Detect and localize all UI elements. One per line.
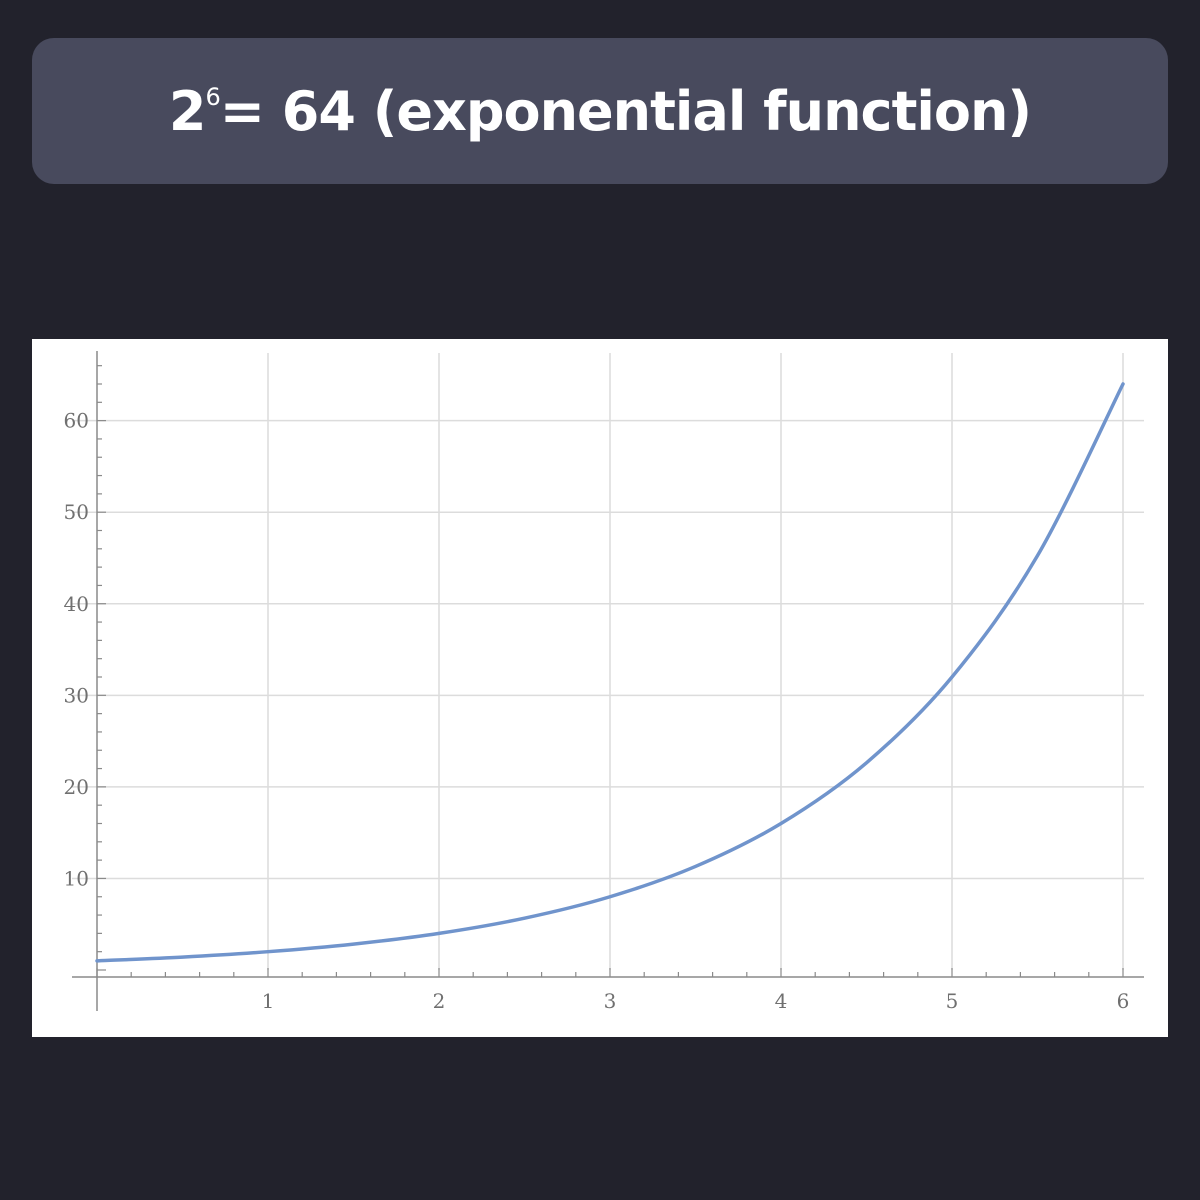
title-exponent: 6 [205,82,220,111]
x-tick-label: 5 [946,989,959,1013]
labels-layer: 1 2 3 4 5 6 10 20 30 40 50 60 [64,409,1130,1013]
chart-svg: 1 2 3 4 5 6 10 20 30 40 50 60 [64,351,1144,1013]
title-base: 2 [168,79,207,143]
series-line [95,382,1125,963]
x-tick-label: 2 [433,989,446,1013]
title-rest: = 64 (exponential function) [219,79,1032,143]
x-tick-label: 6 [1117,989,1130,1013]
y-tick-label: 50 [64,500,89,524]
y-tick-label: 20 [64,775,89,799]
chart-panel: 1 2 3 4 5 6 10 20 30 40 50 60 [32,339,1168,1037]
axes-layer [72,351,1144,1011]
grid-layer [72,353,1144,970]
y-tick-label: 10 [64,866,89,890]
chart-title: 26= 64 (exponential function) [168,79,1032,143]
y-tick-label: 60 [64,409,89,433]
y-tick-label: 40 [64,592,89,616]
x-tick-label: 3 [604,989,617,1013]
x-tick-label: 4 [775,989,788,1013]
y-tick-label: 30 [64,683,89,707]
x-tick-label: 1 [262,989,275,1013]
title-banner: 26= 64 (exponential function) [32,38,1168,184]
series-layer [95,382,1125,963]
